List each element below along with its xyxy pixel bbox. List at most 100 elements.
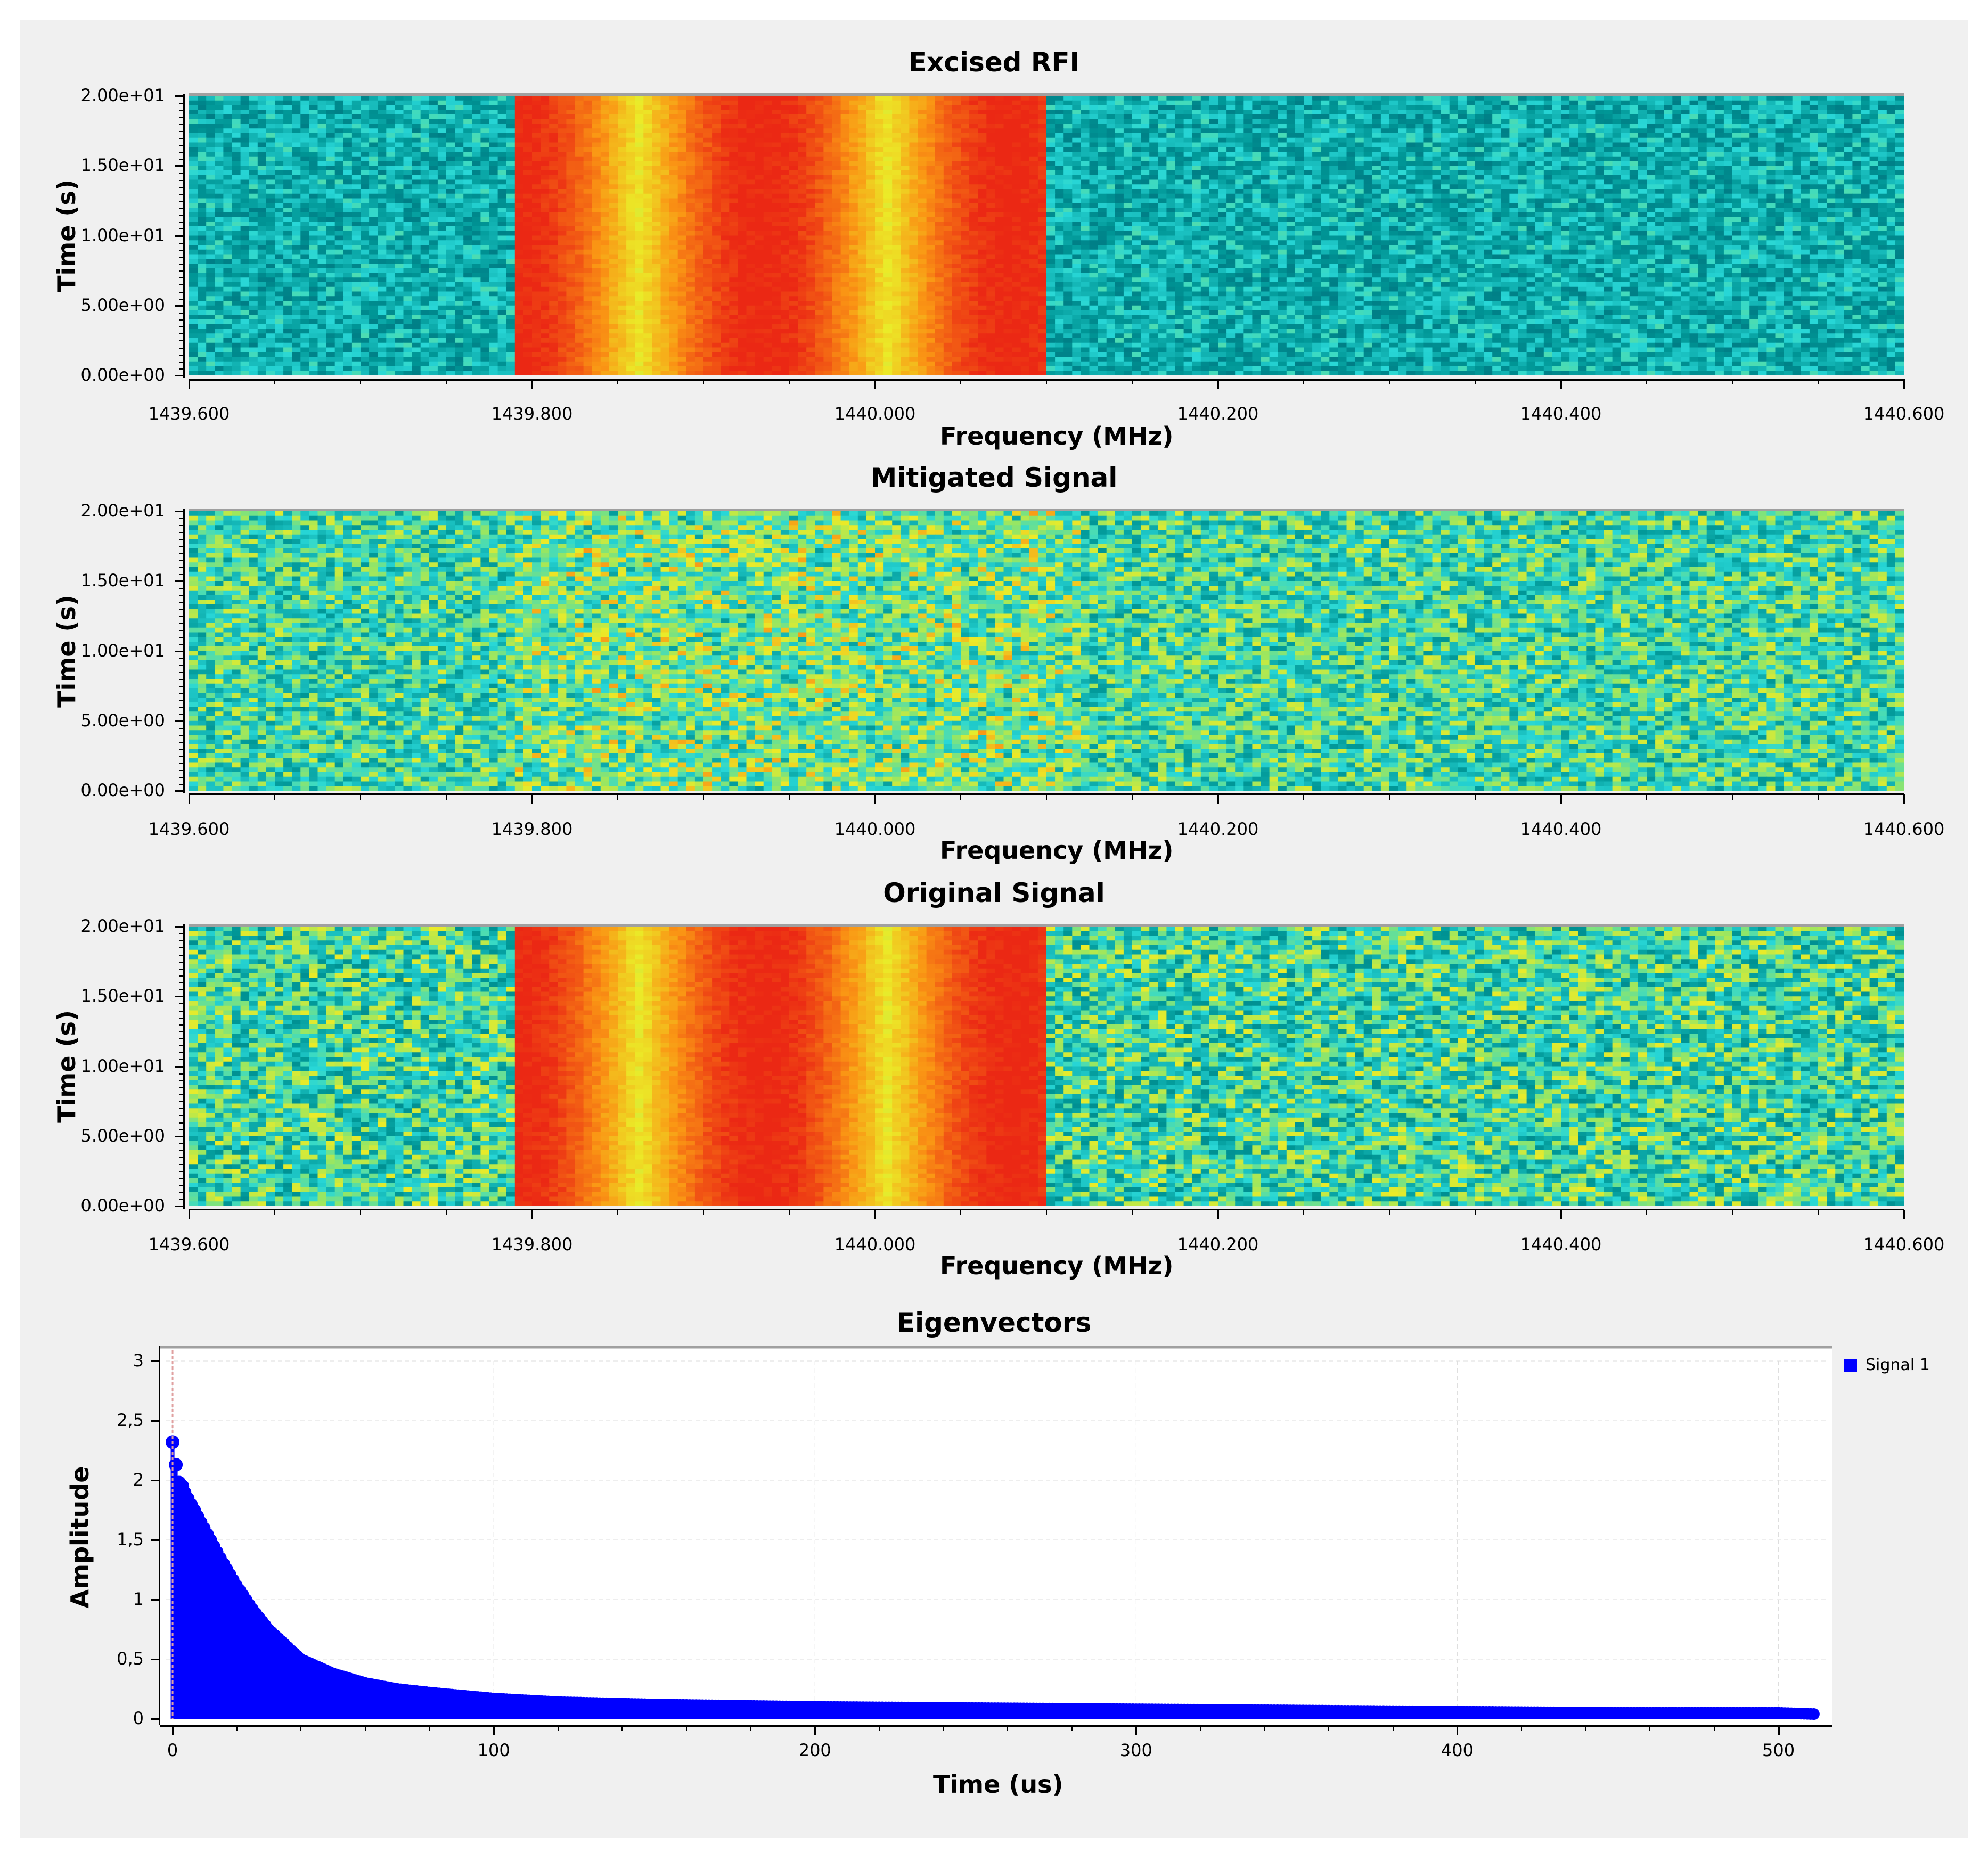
y-minor-tick — [179, 1150, 183, 1151]
x-tick-label: 1440.200 — [1154, 1234, 1282, 1255]
x-axis — [189, 793, 1904, 795]
y-minor-tick — [179, 152, 183, 153]
x-tick-label: 1440.400 — [1497, 404, 1625, 424]
y-minor-tick — [179, 179, 183, 181]
y-minor-tick — [179, 1122, 183, 1124]
x-minor-tick — [1646, 794, 1647, 800]
y-minor-tick — [179, 511, 183, 512]
x-minor-tick — [429, 1726, 430, 1731]
y-axis — [159, 1346, 160, 1725]
y-minor-tick — [179, 954, 183, 956]
x-minor-tick — [789, 794, 790, 800]
y-minor-tick — [179, 783, 183, 785]
y-minor-tick — [179, 693, 183, 694]
y-minor-tick — [179, 651, 183, 652]
y-minor-tick — [179, 1031, 183, 1032]
y-minor-tick — [179, 996, 183, 998]
y-minor-tick — [179, 1143, 183, 1144]
y-tick-label: 0 — [0, 1708, 144, 1728]
x-minor-tick — [1046, 379, 1047, 384]
y-minor-tick — [179, 235, 183, 237]
y-tick — [151, 1360, 159, 1362]
x-minor-tick — [1903, 1210, 1904, 1215]
x-minor-tick — [1521, 1726, 1523, 1731]
x-minor-tick — [1732, 379, 1733, 384]
y-minor-tick — [179, 159, 183, 160]
y-minor-tick — [179, 671, 183, 673]
x-minor-tick — [789, 1210, 790, 1215]
spectrogram-image — [189, 96, 1904, 375]
y-minor-tick — [179, 1206, 183, 1207]
y-tick-label: 5.00e+00 — [5, 295, 165, 315]
y-minor-tick — [179, 769, 183, 771]
y-minor-tick — [179, 1178, 183, 1179]
y-minor-tick — [179, 96, 183, 97]
x-minor-tick — [1646, 1210, 1647, 1215]
plot-title-eigenvectors: Eigenvectors — [0, 1307, 1988, 1338]
y-minor-tick — [179, 375, 183, 376]
y-minor-tick — [179, 679, 183, 680]
y-minor-tick — [179, 144, 183, 146]
y-minor-tick — [179, 1192, 183, 1193]
y-minor-tick — [179, 749, 183, 750]
y-minor-tick — [179, 284, 183, 286]
y-minor-tick — [179, 1094, 183, 1095]
y-minor-tick — [179, 1080, 183, 1081]
y-minor-tick — [179, 637, 183, 638]
y-minor-tick — [179, 333, 183, 335]
spectrogram-original-signal — [189, 926, 1904, 1206]
y-minor-tick — [179, 1059, 183, 1061]
x-tick-label: 1439.800 — [468, 404, 596, 424]
y-minor-tick — [179, 791, 183, 792]
y-minor-tick — [179, 707, 183, 708]
x-minor-tick — [750, 1726, 751, 1731]
y-minor-tick — [179, 361, 183, 363]
y-minor-tick — [179, 989, 183, 991]
y-tick-label: 5.00e+00 — [5, 1126, 165, 1146]
y-minor-tick — [179, 926, 183, 928]
x-minor-tick — [1135, 1726, 1137, 1731]
y-tick-label: 1 — [0, 1589, 144, 1609]
x-minor-tick — [364, 1726, 366, 1731]
y-tick — [151, 1539, 159, 1541]
x-minor-tick — [1392, 1726, 1394, 1731]
x-minor-tick — [1132, 379, 1133, 384]
y-minor-tick — [179, 658, 183, 659]
eigenvectors-svg — [160, 1346, 1832, 1720]
x-minor-tick — [1903, 379, 1904, 384]
plot-top-border — [189, 93, 1904, 96]
y-minor-tick — [179, 312, 183, 314]
y-tick-label: 1.50e+01 — [5, 570, 165, 591]
y-minor-tick — [179, 686, 183, 687]
y-tick — [151, 1599, 159, 1601]
y-minor-tick — [179, 630, 183, 632]
x-tick-label: 1440.000 — [811, 819, 939, 839]
x-minor-tick — [617, 794, 618, 800]
x-minor-tick — [1457, 1726, 1458, 1731]
y-tick-label: 1.50e+01 — [5, 986, 165, 1006]
y-minor-tick — [179, 1066, 183, 1068]
y-minor-tick — [179, 1052, 183, 1054]
x-minor-tick — [1585, 1726, 1586, 1731]
x-minor-tick — [1046, 794, 1047, 800]
y-minor-tick — [179, 193, 183, 195]
x-axis — [189, 1209, 1904, 1210]
x-tick-label: 1440.200 — [1154, 819, 1282, 839]
y-minor-tick — [179, 1017, 183, 1019]
y-tick-label: 0,5 — [0, 1649, 144, 1669]
y-minor-tick — [179, 222, 183, 223]
y-minor-tick — [179, 340, 183, 342]
y-minor-tick — [179, 609, 183, 610]
y-minor-tick — [179, 1199, 183, 1200]
y-minor-tick — [179, 602, 183, 603]
y-minor-tick — [179, 567, 183, 568]
x-minor-tick — [1475, 794, 1476, 800]
x-minor-tick — [1389, 379, 1390, 384]
x-tick-label: 1440.600 — [1840, 1234, 1968, 1255]
x-tick-label: 1439.600 — [125, 404, 253, 424]
y-minor-tick — [179, 186, 183, 188]
x-minor-tick — [531, 1210, 533, 1215]
x-minor-tick — [878, 1726, 880, 1731]
x-tick-label: 1440.400 — [1497, 1234, 1625, 1255]
y-minor-tick — [179, 623, 183, 624]
